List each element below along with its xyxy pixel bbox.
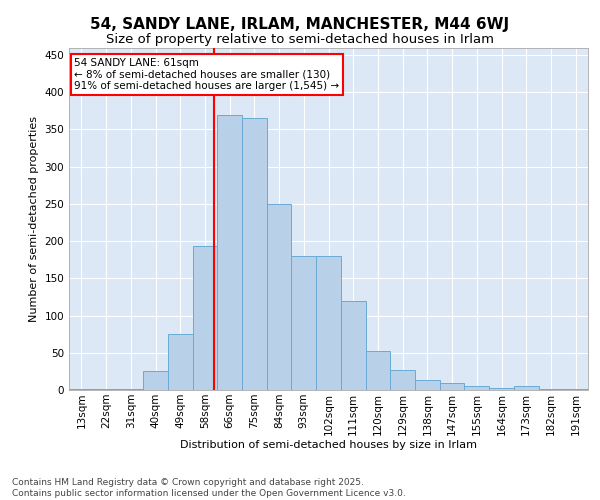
Bar xyxy=(316,256,341,390)
Text: 54, SANDY LANE, IRLAM, MANCHESTER, M44 6WJ: 54, SANDY LANE, IRLAM, MANCHESTER, M44 6… xyxy=(91,18,509,32)
Bar xyxy=(168,334,193,390)
Bar xyxy=(292,256,316,390)
Bar xyxy=(69,388,94,390)
Bar xyxy=(563,388,588,390)
Text: 54 SANDY LANE: 61sqm
← 8% of semi-detached houses are smaller (130)
91% of semi-: 54 SANDY LANE: 61sqm ← 8% of semi-detach… xyxy=(74,58,340,91)
Bar xyxy=(118,388,143,390)
Bar xyxy=(217,114,242,390)
Text: Contains HM Land Registry data © Crown copyright and database right 2025.
Contai: Contains HM Land Registry data © Crown c… xyxy=(12,478,406,498)
Bar xyxy=(94,388,118,390)
Bar xyxy=(464,386,489,390)
Bar xyxy=(143,372,168,390)
Y-axis label: Number of semi-detached properties: Number of semi-detached properties xyxy=(29,116,39,322)
Bar xyxy=(390,370,415,390)
Bar xyxy=(341,300,365,390)
Text: Size of property relative to semi-detached houses in Irlam: Size of property relative to semi-detach… xyxy=(106,32,494,46)
Bar xyxy=(415,380,440,390)
Bar xyxy=(365,350,390,390)
Bar xyxy=(539,388,563,390)
Bar xyxy=(242,118,267,390)
Bar xyxy=(193,246,217,390)
X-axis label: Distribution of semi-detached houses by size in Irlam: Distribution of semi-detached houses by … xyxy=(180,440,477,450)
Bar xyxy=(514,386,539,390)
Bar xyxy=(489,388,514,390)
Bar xyxy=(440,384,464,390)
Bar xyxy=(267,204,292,390)
